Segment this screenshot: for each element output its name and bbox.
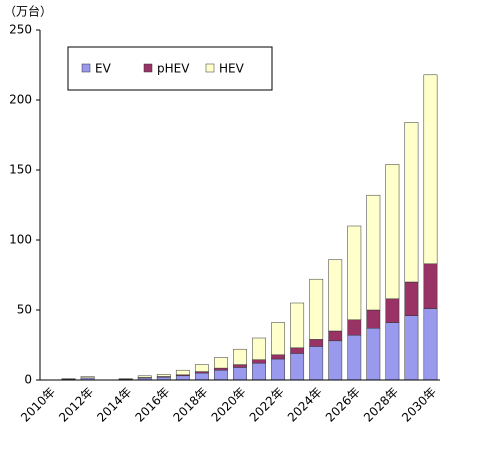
- bar-segment: [329, 331, 342, 341]
- bar-segment: [424, 75, 437, 264]
- bar-segment: [252, 363, 265, 380]
- bar-segment: [214, 370, 227, 380]
- bar-segment: [405, 122, 418, 282]
- bar-segment: [62, 379, 75, 380]
- y-tick-label: 150: [9, 163, 32, 177]
- bar-segment: [176, 376, 189, 380]
- bar-segment: [119, 379, 132, 380]
- bar-segment: [310, 279, 323, 339]
- bar-segment: [271, 355, 284, 359]
- bar-segment: [290, 353, 303, 380]
- bar-segment: [386, 164, 399, 298]
- bar-segment: [214, 358, 227, 369]
- x-tick-label: 2012年: [56, 385, 96, 425]
- x-tick-label: 2014年: [94, 385, 134, 425]
- bar-segment: [424, 264, 437, 309]
- y-tick-label: 200: [9, 93, 32, 107]
- bar-segment: [348, 226, 361, 320]
- x-tick-label: 2028年: [361, 385, 401, 425]
- x-tick-label: 2010年: [18, 385, 58, 425]
- unit-label: （万台）: [4, 4, 52, 19]
- legend-swatch: [206, 64, 214, 72]
- bar-segment: [367, 328, 380, 380]
- bar-segment: [233, 365, 246, 368]
- bar-segment: [81, 377, 94, 378]
- bar-segment: [157, 374, 170, 376]
- bar-segment: [252, 360, 265, 364]
- bar-segment: [176, 370, 189, 375]
- bar-segment: [233, 349, 246, 364]
- bar-segment: [195, 373, 208, 380]
- bar-segment: [367, 195, 380, 310]
- bar-segment: [290, 348, 303, 354]
- bar-segment: [386, 323, 399, 380]
- bar-segment: [138, 376, 151, 378]
- y-tick-label: 50: [17, 303, 32, 317]
- bar-segment: [310, 339, 323, 346]
- bar-segment: [348, 320, 361, 335]
- bar-segment: [348, 335, 361, 380]
- legend-label: EV: [95, 62, 112, 76]
- x-tick-label: 2018年: [171, 385, 211, 425]
- bar-segment: [195, 365, 208, 372]
- legend-swatch: [82, 64, 90, 72]
- x-tick-label: 2024年: [285, 385, 325, 425]
- bar-segment: [310, 346, 323, 380]
- bar-segment: [424, 309, 437, 380]
- x-tick-label: 2030年: [399, 385, 439, 425]
- bar-segment: [252, 338, 265, 360]
- x-tick-label: 2022年: [247, 385, 287, 425]
- bar-segment: [405, 316, 418, 380]
- bar-segment: [329, 260, 342, 331]
- legend-label: HEV: [219, 62, 245, 76]
- bar-segment: [271, 323, 284, 355]
- y-tick-label: 250: [9, 23, 32, 37]
- x-tick-label: 2020年: [209, 385, 249, 425]
- bar-segment: [233, 367, 246, 380]
- y-tick-label: 100: [9, 233, 32, 247]
- legend-swatch: [144, 64, 152, 72]
- x-tick-label: 2016年: [132, 385, 172, 425]
- bar-segment: [367, 310, 380, 328]
- bar-segment: [271, 359, 284, 380]
- x-tick-label: 2026年: [323, 385, 363, 425]
- bar-segment: [405, 282, 418, 316]
- bar-segment: [329, 341, 342, 380]
- y-tick-label: 0: [24, 373, 32, 387]
- bar-segment: [214, 368, 227, 370]
- bar-segment: [386, 299, 399, 323]
- bar-segment: [290, 303, 303, 348]
- legend-label: pHEV: [157, 62, 190, 76]
